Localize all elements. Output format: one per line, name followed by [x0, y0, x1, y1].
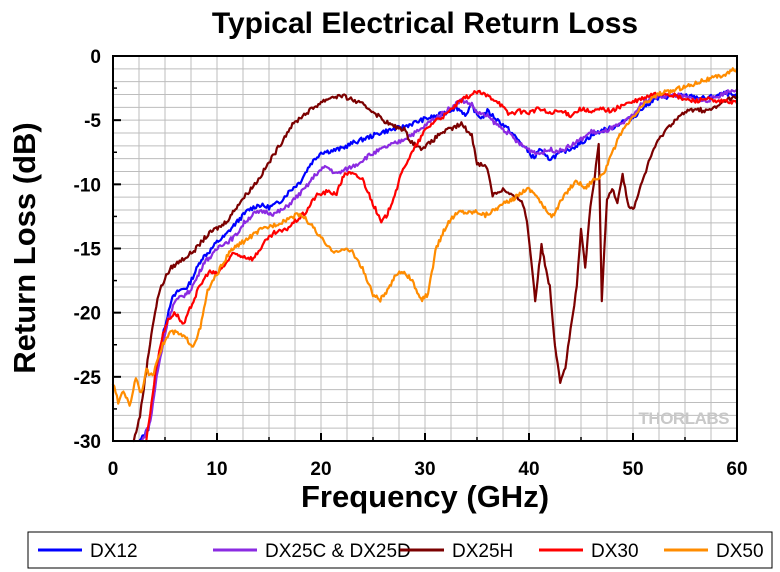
series-line-dx25c-dx25d [141, 88, 739, 442]
x-tick-labels: 0 10 20 30 40 50 60 [108, 459, 748, 480]
y-tick-label: -10 [74, 175, 101, 196]
legend-label-dx30: DX30 [591, 541, 639, 562]
x-tick-label: 40 [518, 459, 539, 480]
legend-label-dx25c-dx25d: DX25C & DX25D [265, 541, 411, 562]
x-tick-label: 30 [414, 459, 435, 480]
x-tick-label: 20 [310, 459, 331, 480]
y-tick-label: -5 [84, 111, 101, 132]
grid-lines [113, 56, 737, 441]
legend-label-dx25h: DX25H [452, 541, 513, 562]
series-line-dx25h [132, 93, 739, 443]
y-tick-label: -30 [74, 432, 101, 453]
legend-label-dx50: DX50 [716, 541, 764, 562]
y-axis-label: Return Loss (dB) [7, 122, 42, 373]
y-tick-label: 0 [90, 47, 101, 68]
x-axis-label: Frequency (GHz) [301, 479, 549, 514]
x-tick-label: 60 [726, 459, 747, 480]
series-line-dx30 [145, 89, 739, 443]
y-tick-label: -15 [74, 240, 102, 261]
x-tick-label: 10 [206, 459, 227, 480]
axis-ticks [112, 55, 738, 442]
y-tick-label: -20 [74, 304, 101, 325]
chart-title: Typical Electrical Return Loss [212, 7, 638, 40]
y-tick-labels: 0 -5 -10 -15 -20 -25 -30 [74, 47, 102, 453]
series-lines [111, 67, 739, 443]
legend: DX12 DX25C & DX25D DX25H DX30 DX50 [27, 531, 773, 569]
watermark-logo: THORLABS [639, 409, 730, 428]
series-line-dx12 [138, 89, 739, 442]
legend-label-dx12: DX12 [90, 541, 138, 562]
x-tick-label: 0 [108, 459, 119, 480]
series-line-dx50 [111, 67, 739, 407]
x-tick-label: 50 [622, 459, 643, 480]
y-tick-label: -25 [74, 368, 102, 389]
